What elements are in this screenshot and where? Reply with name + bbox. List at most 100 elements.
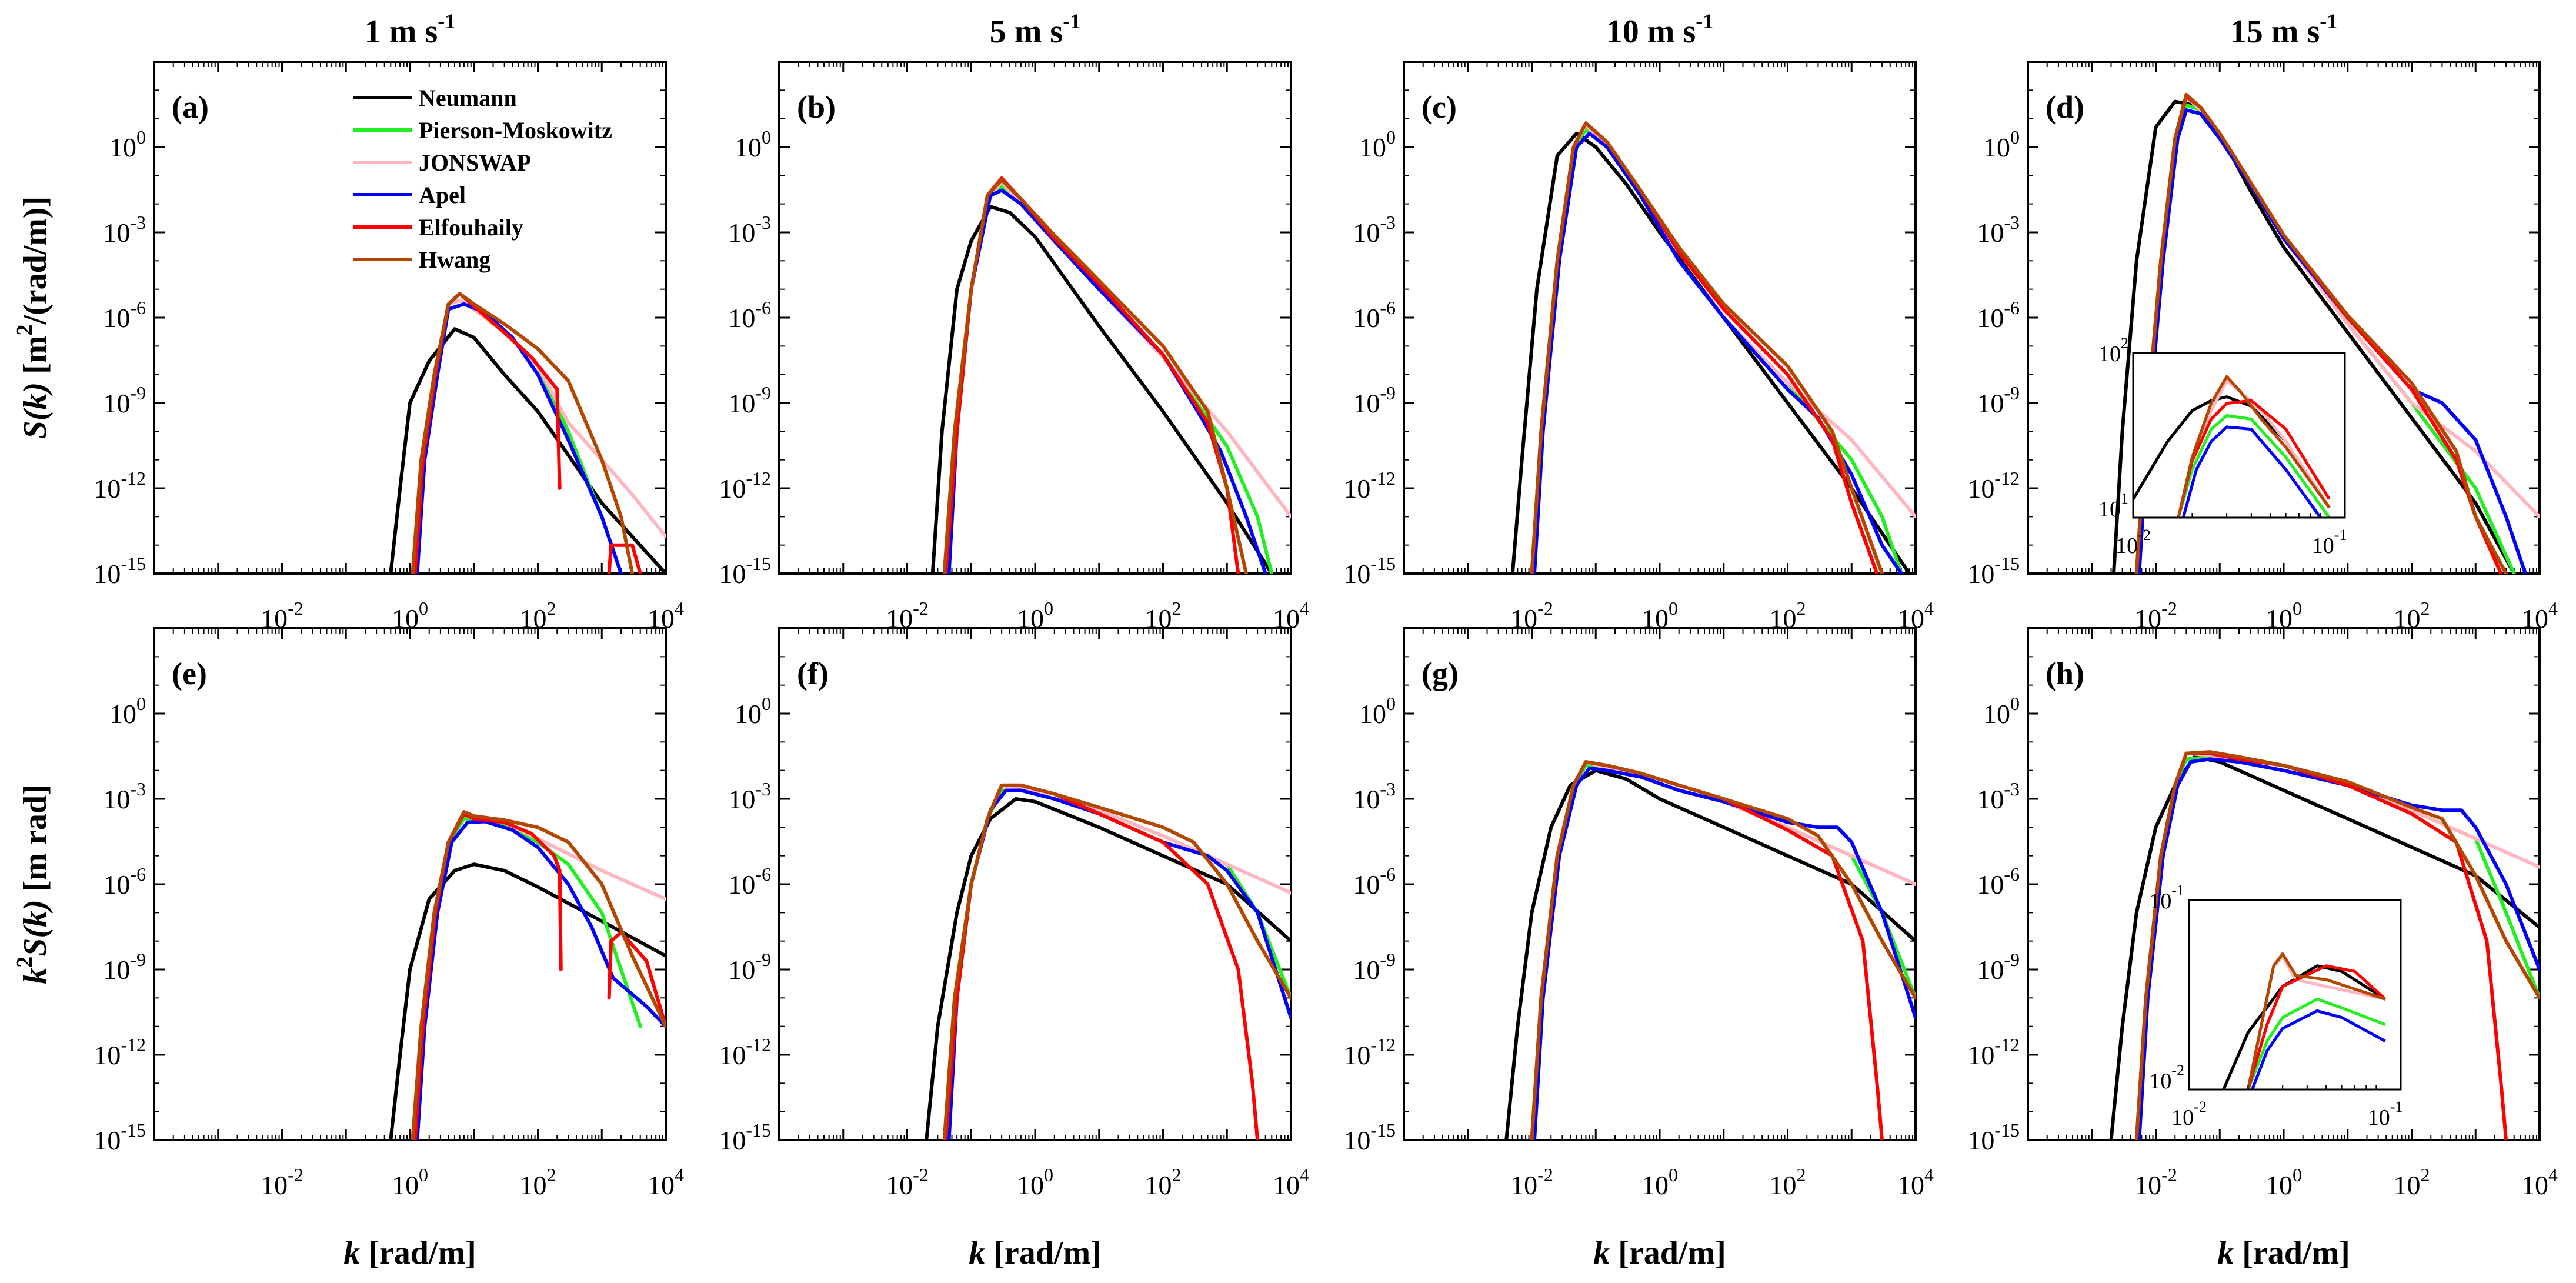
panel-label: (b): [797, 89, 836, 125]
x-tick-label: 102: [2394, 598, 2430, 634]
x-tick-label: 102: [1145, 1164, 1182, 1200]
y-tick-label: 100: [1983, 693, 2020, 729]
inset-x-tick-label: 10-2: [2171, 1098, 2207, 1130]
x-tick-label: 100: [1017, 598, 1053, 634]
panel-frame: [778, 627, 1292, 1141]
series-line-pierson-moskowitz: [944, 788, 1291, 1140]
inset-y-tick-label: 10-1: [2149, 882, 2184, 914]
series-line-apel: [947, 188, 1267, 574]
x-tick-label: 102: [1145, 598, 1182, 634]
x-tick-label: 100: [392, 598, 428, 634]
panel-label: (f): [797, 656, 829, 691]
inset-frame: [2132, 352, 2346, 519]
y-tick-label: 10-6: [728, 297, 771, 333]
inset-series-line-hwang: [2246, 952, 2386, 1089]
x-tick-label: 100: [2265, 1164, 2302, 1200]
inset-x-tick-label: 10-1: [2312, 526, 2347, 558]
series-line-neumann: [1510, 131, 1911, 574]
series-line-jonswap: [413, 812, 666, 1140]
series-line-neumann: [925, 797, 1291, 1140]
series-line-hwang: [2134, 750, 2540, 1140]
y-tick-label: 10-3: [1977, 212, 2020, 248]
series-line-apel: [1533, 766, 1916, 1140]
x-tick-label: 104: [1897, 1164, 1934, 1200]
x-tick-label: 102: [520, 1164, 556, 1200]
series-line-jonswap: [1530, 760, 1916, 1140]
y-tick-label: 10-9: [1353, 949, 1396, 985]
y-tick-label: 10-9: [728, 382, 771, 418]
x-tick-label: 102: [520, 598, 556, 634]
x-tick-label: 100: [1641, 1164, 1678, 1200]
y-tick-label: 10-12: [94, 468, 146, 504]
x-tick-label: 10-2: [261, 1164, 303, 1200]
x-tick-label: 102: [2394, 1164, 2430, 1200]
series-line-pierson-moskowitz: [1530, 128, 1903, 574]
y-tick-label: 100: [735, 126, 771, 162]
y-tick-label: 10-6: [103, 864, 146, 899]
x-tick-label: 102: [1770, 1164, 1806, 1200]
y-tick-label: 10-3: [1353, 778, 1396, 814]
y-tick-label: 10-12: [719, 468, 771, 504]
series-line-hwang: [411, 292, 635, 574]
y-tick-label: 10-6: [103, 297, 146, 333]
y-tick-label: 10-6: [1977, 864, 2020, 899]
y-axis-label-bottom: k2S(k) [m rad]: [12, 784, 54, 984]
x-tick-label: 102: [1770, 598, 1806, 634]
y-tick-label: 10-9: [103, 382, 146, 418]
y-tick-label: 10-6: [728, 864, 771, 899]
series-line-elfouhaily: [413, 292, 562, 574]
legend-label-elfouhaily: Elfouhaily: [419, 214, 523, 241]
x-axis-label: k [rad/m]: [969, 1235, 1102, 1271]
series-line-elfouhaily: [413, 812, 563, 1140]
inset-y-tick-label: 102: [2098, 335, 2128, 366]
inset-frame: [2188, 899, 2402, 1091]
x-tick-label: 100: [1017, 1164, 1053, 1200]
series-line-elfouhaily: [944, 783, 1260, 1140]
x-tick-label: 100: [392, 1164, 428, 1200]
inset-x-tick-label: 10-2: [2115, 526, 2151, 558]
series-line-apel: [1533, 131, 1903, 574]
x-tick-label: 104: [1897, 598, 1934, 634]
legend-label-jonswap: JONSWAP: [419, 149, 531, 176]
y-tick-label: 10-9: [103, 949, 146, 985]
x-tick-label: 104: [2521, 1164, 2558, 1200]
panel-frame: [778, 61, 1292, 575]
series-line-neumann: [389, 327, 666, 574]
y-tick-label: 10-12: [1967, 1034, 2020, 1070]
y-tick-label: 10-3: [1353, 212, 1396, 248]
inset-series-line-apel: [2251, 1009, 2386, 1089]
y-tick-label: 100: [109, 126, 146, 162]
inset-x-tick-label: 10-1: [2368, 1098, 2403, 1130]
y-tick-label: 10-15: [1967, 1119, 2020, 1155]
series-line-elfouhaily: [944, 176, 1240, 574]
x-tick-label: 100: [1641, 598, 1678, 634]
panel-label: (d): [2046, 89, 2084, 125]
y-tick-label: 100: [1359, 693, 1396, 729]
inset-series-line-pierson-moskowitz: [2177, 414, 2331, 518]
y-tick-label: 10-12: [1343, 468, 1396, 504]
series-line-hwang: [411, 810, 666, 1140]
series-line-jonswap: [944, 783, 1291, 1140]
y-tick-label: 100: [109, 693, 146, 729]
series-line-apel: [947, 788, 1291, 1140]
y-tick-label: 10-15: [1967, 553, 2020, 589]
column-title: 15 m s-1: [2230, 9, 2337, 50]
legend-label-pierson-moskowitz: Pierson-Moskowitz: [419, 117, 612, 144]
legend-label-neumann: Neumann: [419, 85, 517, 111]
y-tick-label: 10-15: [719, 1119, 771, 1155]
legend-label-apel: Apel: [419, 182, 466, 208]
inset-y-tick-label: 101: [2098, 490, 2128, 522]
y-tick-label: 10-15: [94, 1119, 146, 1155]
x-tick-label: 10-2: [1510, 1164, 1553, 1200]
series-line-elfouhaily: [1530, 121, 1879, 574]
x-axis-label: k [rad/m]: [2217, 1235, 2350, 1271]
series-line-apel: [2137, 757, 2540, 1140]
y-tick-label: 10-3: [728, 212, 771, 248]
column-title: 5 m s-1: [990, 9, 1080, 50]
y-tick-label: 10-12: [1343, 1034, 1396, 1070]
panel-frame: [1403, 627, 1917, 1141]
series-line-apel: [415, 819, 666, 1140]
series-line-pierson-moskowitz: [944, 185, 1274, 574]
y-tick-label: 10-15: [1343, 553, 1396, 589]
inset-y-tick-label: 10-2: [2149, 1062, 2184, 1094]
